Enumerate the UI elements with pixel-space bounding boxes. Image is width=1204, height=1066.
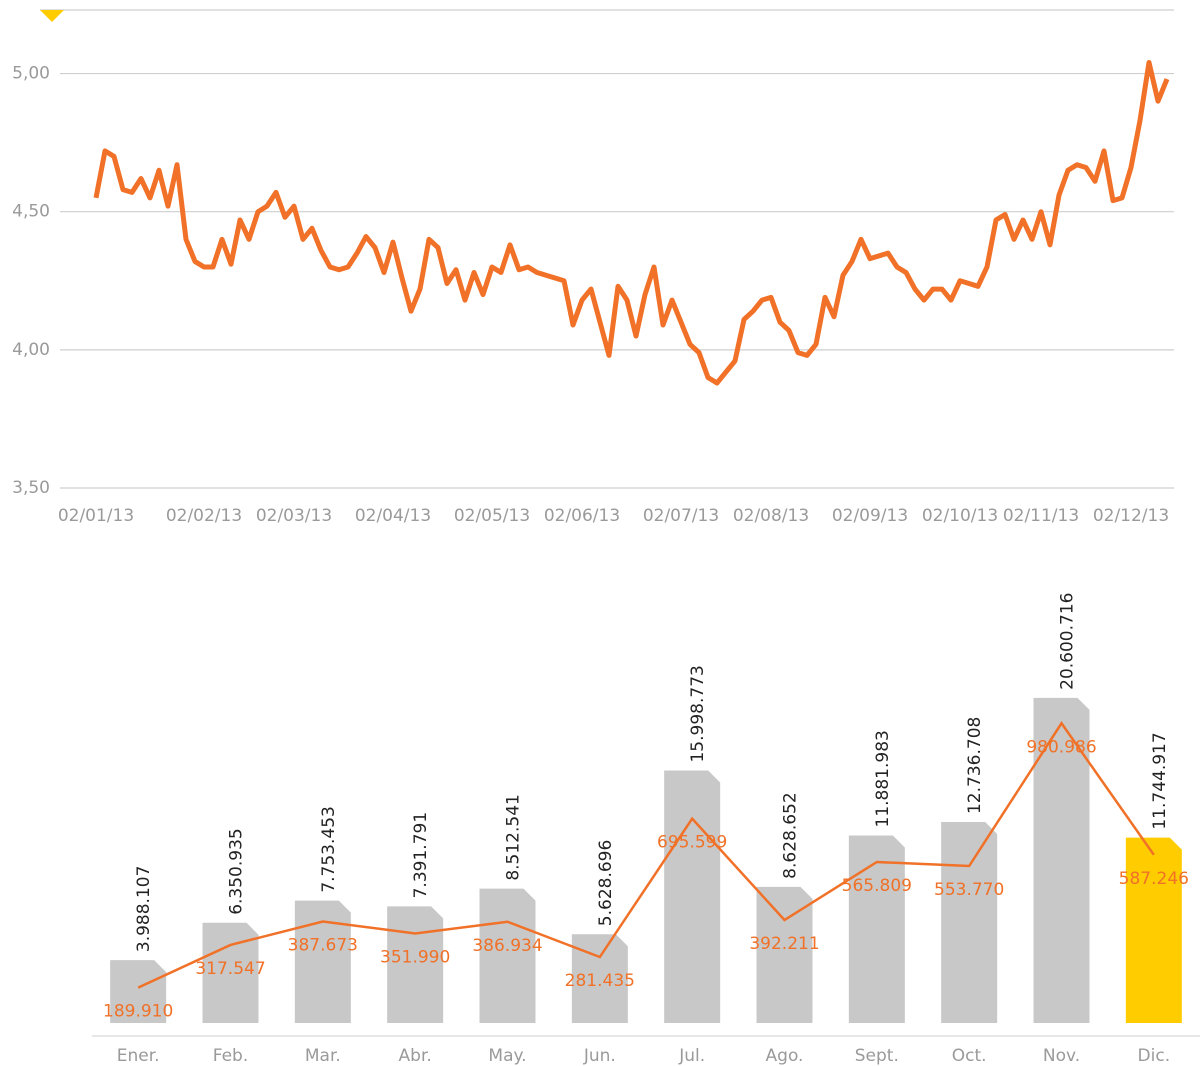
x-tick-label: Ener.: [117, 1046, 160, 1066]
x-tick-label: 02/01/13: [58, 506, 134, 526]
y-tick-label: 5,00: [12, 64, 50, 84]
price-line: [93, 59, 1170, 386]
bar-value-label: 8.512.541: [504, 794, 524, 881]
x-tick-label: Abr.: [399, 1046, 432, 1066]
line-value-label: 587.246: [1119, 869, 1189, 889]
bar: [756, 886, 813, 1024]
bar-value-label: 20.600.716: [1058, 593, 1078, 690]
x-tick-label: Ago.: [766, 1046, 804, 1066]
x-tick-label: May.: [488, 1046, 526, 1066]
bar-value-label: 8.628.652: [781, 792, 801, 879]
x-tick-label: Feb.: [213, 1046, 249, 1066]
x-tick-label: 02/09/13: [832, 506, 908, 526]
bar-value-label: 12.736.708: [965, 717, 985, 814]
bar-value-label: 11.881.983: [873, 730, 893, 827]
x-tick-label: 02/10/13: [922, 506, 998, 526]
line-value-label: 980.986: [1026, 737, 1096, 757]
line-value-label: 189.910: [103, 1002, 173, 1022]
bar-value-label: 7.391.791: [411, 812, 431, 899]
bar: [294, 900, 351, 1024]
x-tick-label: 02/05/13: [454, 506, 530, 526]
line-value-label: 281.435: [565, 971, 635, 991]
line-value-label: 351.990: [380, 947, 450, 967]
bar: [1125, 837, 1182, 1024]
y-tick-label: 3,50: [12, 478, 50, 498]
x-tick-label: 02/04/13: [355, 506, 431, 526]
bar-value-label: 5.628.696: [596, 840, 616, 927]
bar: [664, 770, 721, 1024]
x-tick-label: 02/08/13: [733, 506, 809, 526]
bar: [110, 960, 167, 1024]
bar: [202, 922, 259, 1024]
y-tick-label: 4,50: [12, 202, 50, 222]
bar-value-label: 7.753.453: [319, 806, 339, 893]
bar-value-label: 15.998.773: [688, 665, 708, 762]
bar: [571, 934, 628, 1024]
bar-value-label: 11.744.917: [1150, 732, 1170, 829]
bar: [1033, 697, 1090, 1024]
bar: [387, 906, 444, 1024]
x-tick-label: 02/03/13: [256, 506, 332, 526]
trend-line: [137, 721, 1155, 989]
x-tick-label: 02/02/13: [166, 506, 242, 526]
y-tick-label: 4,00: [12, 340, 50, 360]
x-tick-label: 02/06/13: [544, 506, 620, 526]
line-value-label: 392.211: [749, 934, 819, 954]
line-value-label: 695.599: [657, 833, 727, 853]
x-tick-label: Nov.: [1043, 1046, 1080, 1066]
line-value-label: 565.809: [842, 876, 912, 896]
x-tick-label: Jul.: [678, 1046, 705, 1066]
x-tick-label: Dic.: [1138, 1046, 1171, 1066]
line-value-label: 317.547: [195, 959, 265, 979]
x-tick-label: Oct.: [952, 1046, 987, 1066]
x-tick-label: 02/12/13: [1093, 506, 1169, 526]
x-tick-label: Sept.: [855, 1046, 899, 1066]
x-tick-label: 02/07/13: [643, 506, 719, 526]
x-tick-label: Mar.: [305, 1046, 341, 1066]
bar: [941, 821, 998, 1024]
bar: [479, 888, 536, 1024]
bar-value-label: 3.988.107: [134, 866, 154, 953]
bar-value-label: 6.350.935: [227, 828, 247, 915]
line-value-label: 553.770: [934, 880, 1004, 900]
line-value-label: 386.934: [472, 936, 542, 956]
marker-icon: [40, 10, 64, 22]
line-value-label: 387.673: [288, 936, 358, 956]
bar: [848, 835, 905, 1024]
x-tick-label: 02/11/13: [1003, 506, 1079, 526]
x-tick-label: Jun.: [583, 1046, 616, 1066]
